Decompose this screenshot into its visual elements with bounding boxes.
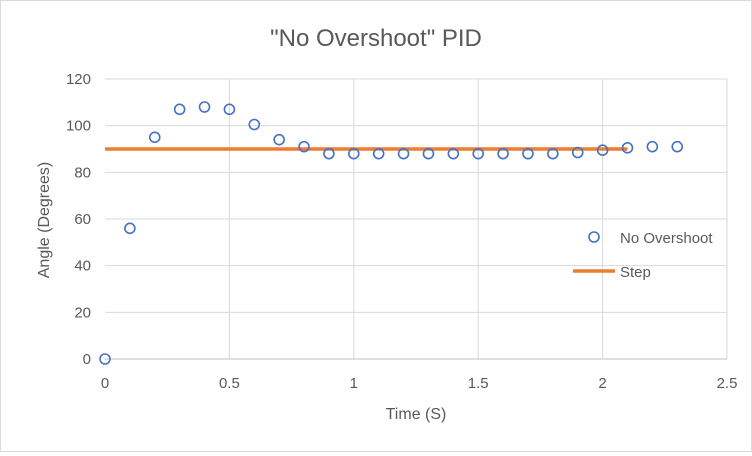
legend-label-no-overshoot: No Overshoot <box>620 230 713 247</box>
x-tick-label: 2 <box>598 375 606 392</box>
chart-title: "No Overshoot" PID <box>270 25 482 52</box>
data-point <box>522 147 534 160</box>
legend-label-step: Step <box>620 264 651 281</box>
data-point <box>621 142 634 154</box>
x-tick-label: 0 <box>101 375 109 392</box>
legend: No Overshoot Step <box>573 230 713 281</box>
data-point <box>422 147 435 160</box>
data-point <box>273 133 285 146</box>
grid <box>105 78 728 360</box>
y-tick-label: 120 <box>66 71 91 88</box>
data-point <box>198 101 211 113</box>
data-point <box>323 147 335 160</box>
x-tick-label: 1 <box>350 375 358 392</box>
y-tick-label: 80 <box>74 164 91 181</box>
data-point <box>223 103 236 116</box>
legend-marker-no-overshoot <box>588 231 600 243</box>
x-axis-title: Time (S) <box>386 406 447 423</box>
y-tick-label: 100 <box>66 118 91 135</box>
y-tick-label: 20 <box>74 304 91 321</box>
data-point <box>547 147 559 160</box>
data-point <box>298 140 310 153</box>
y-tick-label: 40 <box>74 258 91 275</box>
data-point <box>148 131 161 144</box>
tick-labels: 0 20 40 60 80 100 120 0 0.5 1 1.5 2 2.5 <box>66 71 737 392</box>
data-point <box>347 147 360 160</box>
x-tick-label: 1.5 <box>468 375 489 392</box>
data-point <box>372 147 385 160</box>
data-point <box>497 147 509 160</box>
series <box>99 101 684 365</box>
y-axis-title: Angle (Degrees) <box>36 162 53 279</box>
data-point <box>248 118 261 131</box>
data-point <box>472 147 485 160</box>
data-point <box>173 103 186 116</box>
x-tick-label: 0.5 <box>219 375 240 392</box>
data-point <box>397 147 410 160</box>
data-point <box>571 146 584 159</box>
y-tick-label: 0 <box>83 351 91 368</box>
data-point <box>671 140 684 153</box>
data-point <box>99 353 111 365</box>
data-point <box>646 140 659 153</box>
data-point <box>124 222 136 235</box>
x-tick-label: 2.5 <box>717 375 738 392</box>
y-tick-label: 60 <box>74 211 91 228</box>
data-point <box>447 147 460 160</box>
data-point <box>596 144 609 156</box>
